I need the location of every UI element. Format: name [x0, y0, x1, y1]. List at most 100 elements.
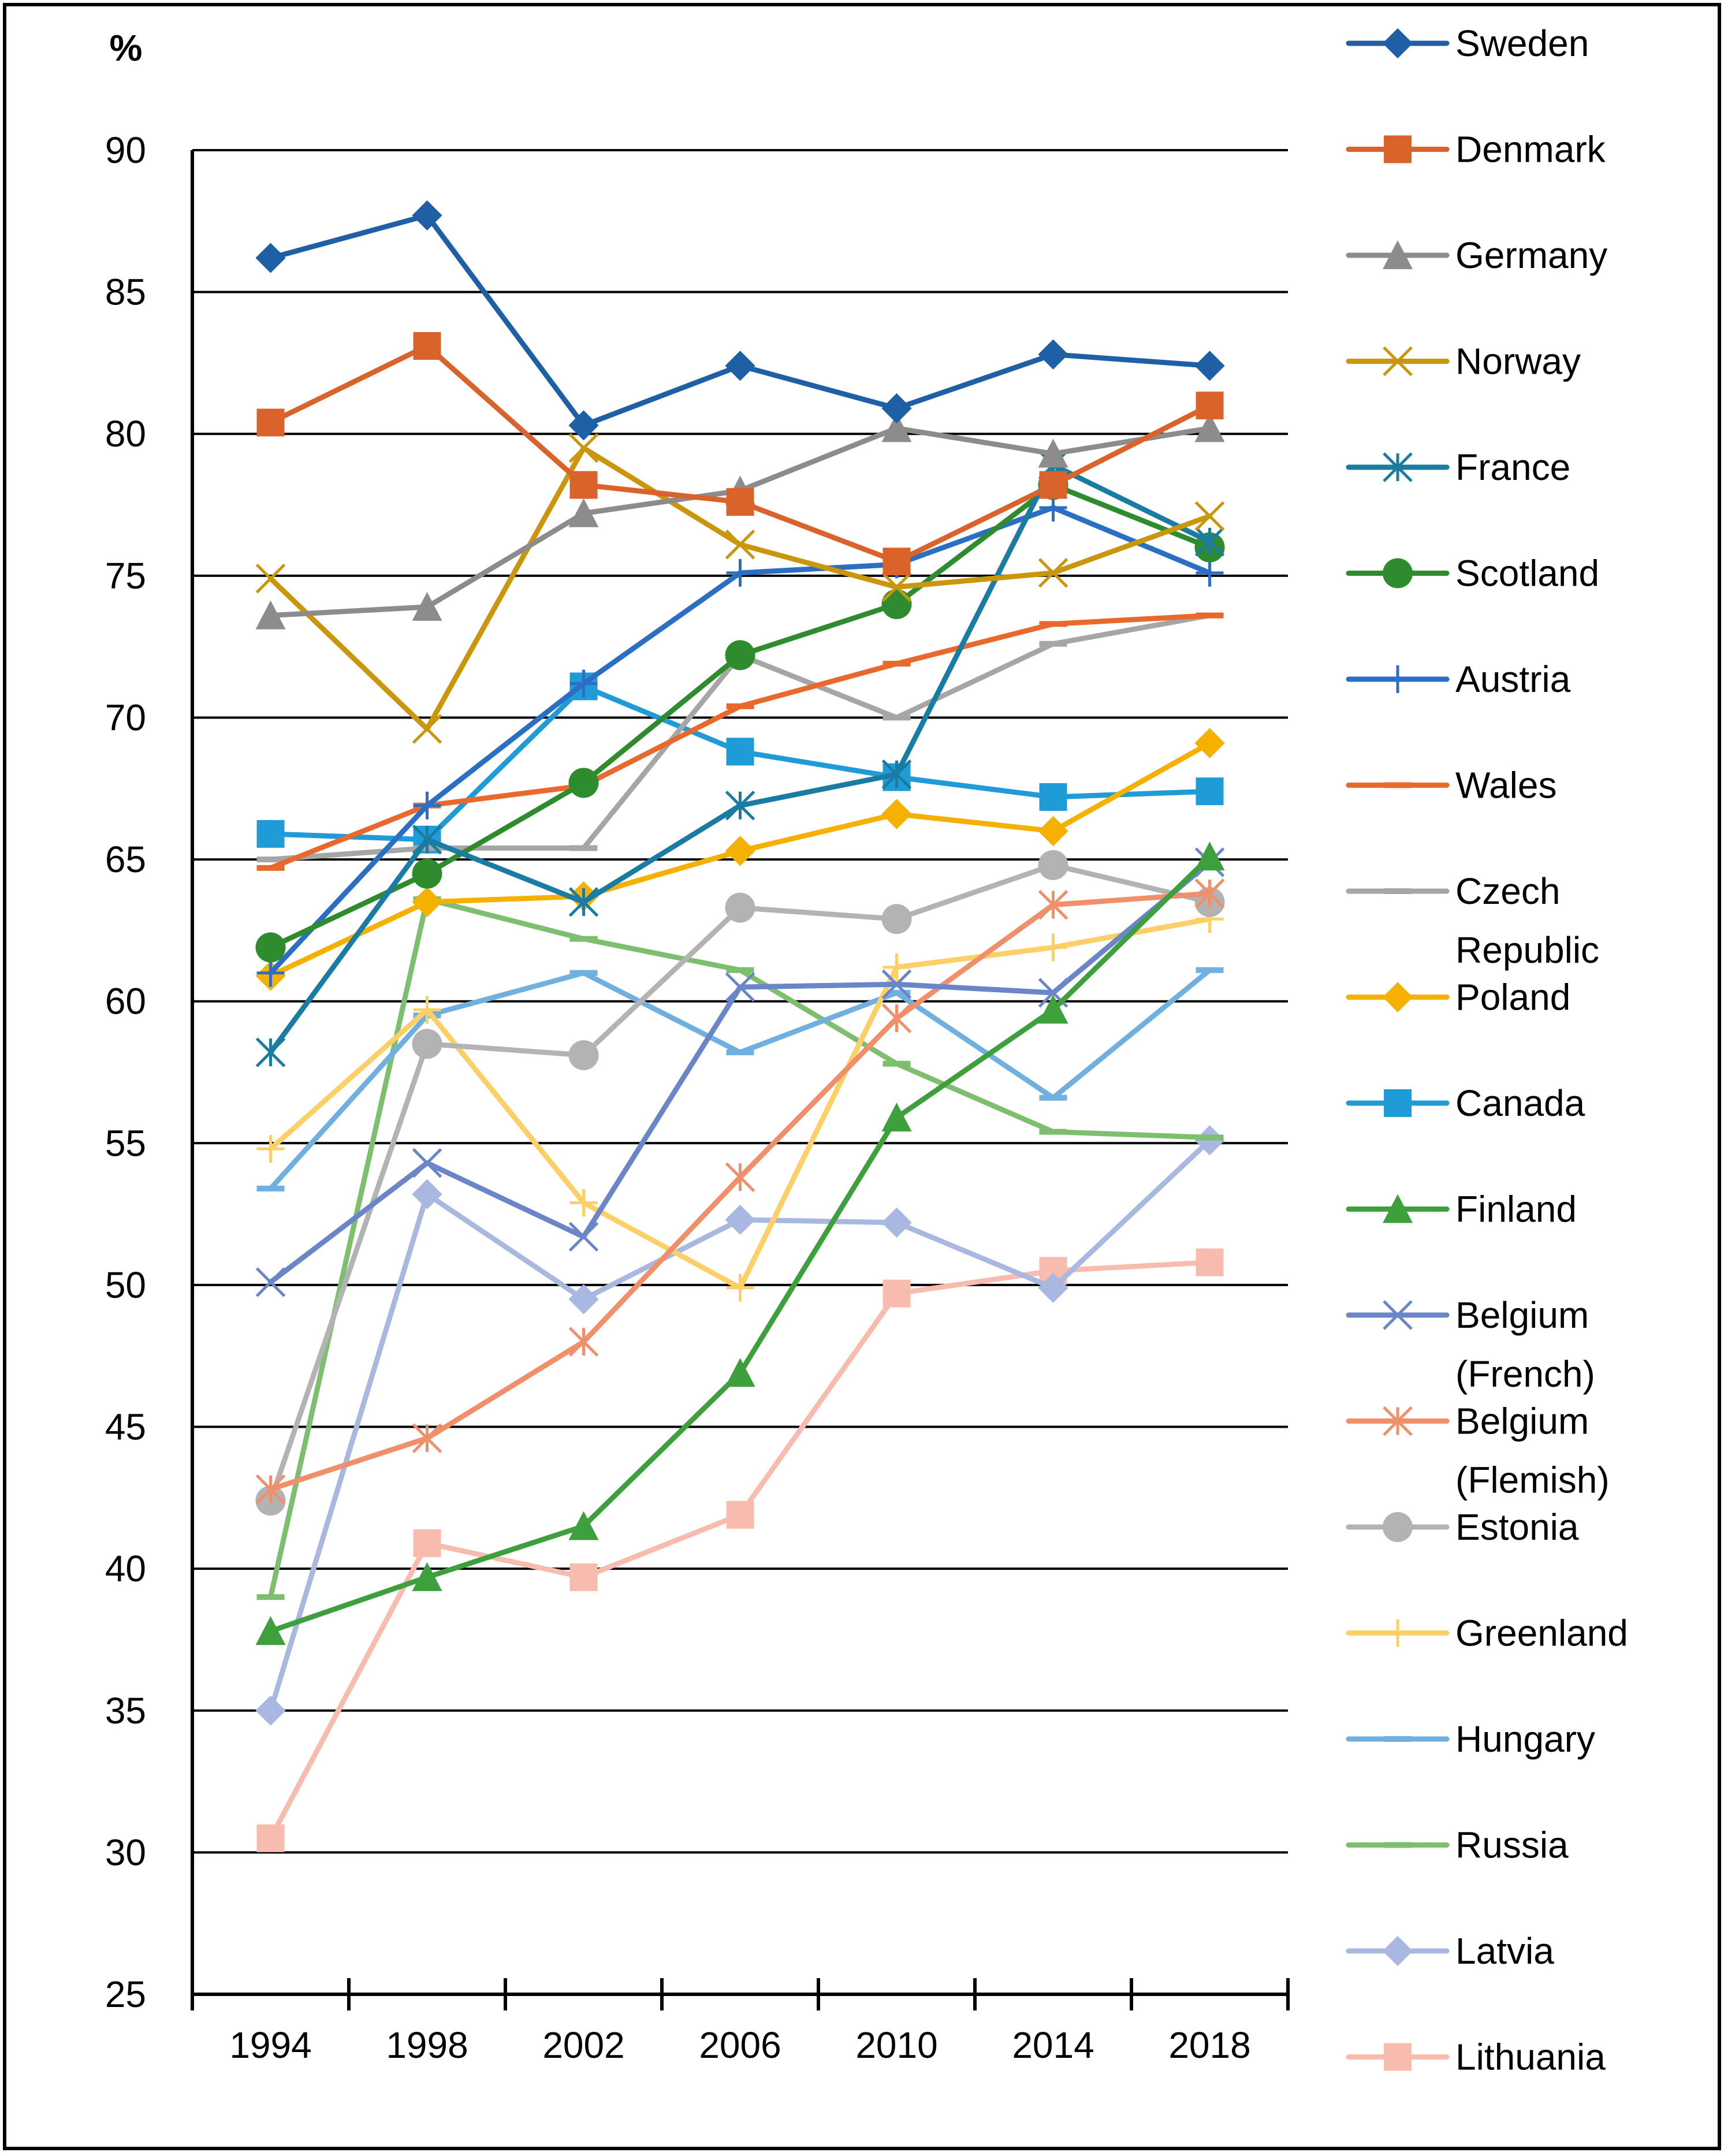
point-denmark-2006: [726, 488, 754, 516]
point-france-2010: [881, 759, 912, 790]
point-denmark-2002: [569, 471, 598, 499]
point-lithuania-2002: [569, 1563, 598, 1591]
point-austria-2018: [1196, 558, 1224, 587]
point-lithuania-2018: [1196, 1248, 1224, 1276]
point-norway-2014: [1038, 558, 1068, 588]
legend-marker-poland: [1382, 982, 1413, 1012]
point-hungary-2014: [1039, 1094, 1067, 1101]
point-czech-republic-2010: [883, 714, 911, 721]
y-tick-label: 85: [105, 271, 146, 313]
legend-item-belgium-flemish: Belgium (Flemish): [1346, 1401, 1610, 1501]
point-finland-2006: [725, 1358, 755, 1387]
point-canada-1994: [256, 820, 285, 848]
point-belgium-flemish-2006: [725, 1162, 755, 1193]
legend-label-denmark: Denmark: [1455, 129, 1606, 170]
y-tick-label: 45: [105, 1406, 146, 1448]
legend-item-estonia: Estonia: [1346, 1506, 1579, 1548]
y-tick-label: 60: [105, 981, 146, 1022]
point-norway-1994: [255, 563, 286, 594]
point-norway-2006: [725, 530, 755, 560]
legend-marker-sweden: [1382, 28, 1413, 59]
point-russia-2014: [1039, 1129, 1067, 1135]
point-greenland-1994: [256, 1135, 285, 1163]
x-tick-label-1994: 1994: [229, 2024, 311, 2066]
legend-item-russia: Russia: [1346, 1824, 1569, 1866]
point-austria-2002: [569, 669, 598, 698]
legend-label-czech-republic: Czech Republic: [1455, 870, 1599, 971]
legend-label-poland: Poland: [1455, 977, 1570, 1018]
legend-item-finland: Finland: [1346, 1189, 1577, 1230]
x-tick-label-2010: 2010: [855, 2024, 937, 2066]
legend-item-hungary: Hungary: [1346, 1718, 1595, 1760]
series-norway: [255, 433, 1225, 744]
legend-marker-czech-republic: [1384, 888, 1412, 894]
point-finland-1998: [412, 1562, 442, 1591]
point-estonia-2010: [881, 904, 912, 934]
point-scotland-2006: [725, 640, 755, 671]
x-tick-label-2006: 2006: [699, 2024, 781, 2066]
point-hungary-2002: [569, 970, 598, 976]
point-belgium-french-1994: [255, 1267, 286, 1297]
point-greenland-2010: [883, 953, 911, 981]
point-poland-2014: [1038, 816, 1068, 847]
legend-item-denmark: Denmark: [1346, 129, 1606, 170]
legend-marker-germany: [1383, 240, 1413, 269]
point-denmark-2014: [1039, 471, 1067, 499]
legend-marker-hungary: [1384, 1736, 1412, 1742]
point-belgium-flemish-2018: [1194, 878, 1225, 908]
point-czech-republic-2014: [1039, 641, 1067, 647]
x-tick-label-1998: 1998: [386, 2024, 468, 2066]
series-denmark: [256, 332, 1224, 576]
point-denmark-2018: [1196, 392, 1224, 420]
point-canada-2006: [726, 738, 754, 766]
legend-item-czech-republic: Czech Republic: [1346, 870, 1599, 971]
point-wales-2018: [1196, 612, 1224, 619]
legend-item-canada: Canada: [1346, 1082, 1585, 1124]
point-finland-2018: [1194, 841, 1225, 871]
point-wales-2010: [883, 661, 911, 667]
point-germany-2010: [881, 413, 912, 442]
legend-marker-finland: [1383, 1194, 1413, 1223]
point-latvia-2014: [1038, 1272, 1068, 1303]
point-sweden-1998: [412, 200, 442, 231]
point-sweden-2010: [881, 393, 912, 424]
point-lithuania-2010: [883, 1279, 911, 1308]
point-germany-1994: [255, 600, 286, 630]
legend-label-lithuania: Lithuania: [1455, 2036, 1606, 2078]
point-belgium-flemish-2014: [1038, 889, 1068, 920]
point-czech-republic-1994: [256, 857, 285, 863]
point-wales-2006: [726, 703, 754, 709]
y-tick-label: 55: [105, 1122, 146, 1164]
point-wales-1994: [256, 865, 285, 871]
legend-label-norway: Norway: [1455, 341, 1581, 382]
point-russia-1994: [256, 1594, 285, 1600]
point-hungary-2010: [883, 989, 911, 996]
point-russia-2018: [1196, 1134, 1224, 1141]
legend-marker-denmark: [1384, 135, 1412, 163]
point-czech-republic-2002: [569, 845, 598, 851]
point-scotland-2002: [568, 768, 599, 798]
point-norway-2002: [568, 433, 599, 463]
point-finland-2014: [1038, 995, 1068, 1024]
point-scotland-1994: [255, 932, 286, 963]
point-lithuania-2006: [726, 1500, 754, 1529]
legend-item-lithuania: Lithuania: [1346, 2036, 1606, 2078]
y-tick-label: 25: [105, 1973, 146, 2015]
point-canada-2018: [1196, 777, 1224, 806]
point-finland-2010: [881, 1103, 912, 1132]
point-denmark-1994: [256, 408, 285, 437]
legend-label-finland: Finland: [1455, 1189, 1577, 1230]
point-scotland-1998: [412, 858, 442, 889]
legend-item-sweden: Sweden: [1346, 23, 1589, 64]
point-wales-2014: [1039, 621, 1067, 627]
point-hungary-2018: [1196, 967, 1224, 973]
point-sweden-2014: [1038, 339, 1068, 370]
point-estonia-2014: [1038, 850, 1068, 880]
point-france-2018: [1194, 527, 1225, 557]
point-latvia-2002: [568, 1284, 599, 1315]
point-belgium-french-1998: [412, 1148, 442, 1178]
y-tick-label: 40: [105, 1548, 146, 1589]
series-lithuania: [256, 1248, 1224, 1852]
legend-label-belgium-french: Belgium (French): [1455, 1294, 1595, 1395]
point-russia-2010: [883, 1060, 911, 1067]
